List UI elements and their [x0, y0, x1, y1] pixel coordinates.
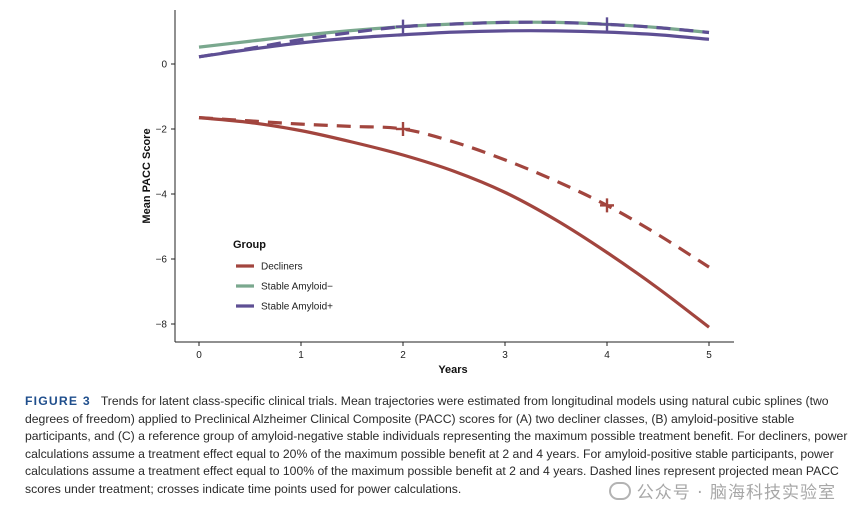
x-tick-label: 2 [400, 350, 406, 361]
watermark: 公众号 · 脑海科技实验室 [608, 478, 836, 503]
x-tick-label: 4 [604, 350, 610, 361]
y-tick-label: 0 [161, 60, 167, 71]
legend-label: Decliners [261, 262, 303, 273]
legend-title: Group [233, 239, 266, 251]
legend-label: Stable Amyloid− [261, 282, 333, 293]
cross-layer [396, 17, 614, 213]
cross-marker [600, 198, 614, 213]
series-line-stable-amyloid-treated [198, 20, 710, 59]
legend-label: Stable Amyloid+ [261, 302, 333, 313]
caption-text: Trends for latent class-specific clinica… [25, 394, 848, 496]
y-tick-label: −8 [156, 320, 168, 331]
y-tick-label: −4 [156, 190, 168, 201]
cross-marker [396, 122, 410, 136]
axes: 0 1 2 3 4 5 0 −2 −4 −6 −8 [156, 10, 734, 361]
figure-label: FIGURE 3 [25, 394, 91, 408]
x-tick-label: 0 [196, 350, 202, 361]
legend: Group Decliners Stable Amyloid− Stable Amy… [233, 239, 333, 313]
series-line-decliners [198, 116, 710, 329]
cross-marker [600, 17, 614, 32]
y-axis-title: Mean PACC Score [141, 128, 153, 223]
x-tick-label: 5 [706, 350, 712, 361]
pacc-line-chart: 0 1 2 3 4 5 0 −2 −4 −6 −8 Years Mean PACC Score Gr… [141, 10, 734, 376]
x-tick-label: 3 [502, 350, 508, 361]
figure-caption: FIGURE 3 Trends for latent class-specific… [25, 393, 855, 498]
y-tick-label: −2 [156, 125, 168, 136]
wechat-icon [608, 482, 631, 500]
x-tick-label: 1 [298, 350, 304, 361]
series-line-decliners-treated [198, 116, 710, 269]
cross-marker [396, 19, 410, 34]
series-layer [198, 20, 710, 329]
x-axis-title: Years [438, 364, 467, 376]
series-line-stable-amyloid [198, 29, 710, 59]
y-tick-label: −6 [156, 255, 168, 266]
watermark-text: 公众号 · 脑海科技实验室 [636, 483, 836, 503]
